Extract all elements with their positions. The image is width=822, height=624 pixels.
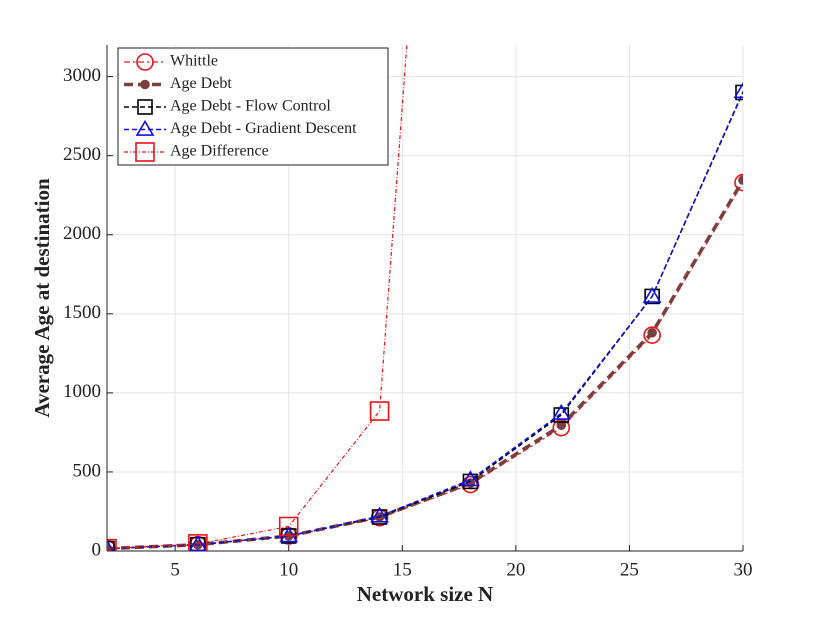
- data-point: [643, 326, 661, 344]
- series-line: [107, 182, 743, 550]
- x-tick-label: 15: [393, 559, 412, 580]
- data-point: [188, 534, 208, 551]
- data-point: [462, 473, 479, 490]
- data-point: [738, 175, 743, 185]
- legend-marker: [140, 79, 150, 90]
- legend-label: Age Debt - Flow Control: [170, 98, 331, 115]
- x-axis-label: Network size N: [357, 582, 493, 606]
- y-tick-label: 1500: [63, 302, 101, 323]
- legend-label: Age Difference: [170, 143, 269, 160]
- data-point: [461, 470, 480, 487]
- legend-marker: [135, 142, 155, 162]
- data-point: [370, 506, 389, 523]
- data-point: [735, 84, 743, 101]
- data-point: [733, 82, 743, 99]
- legend-label: Whittle: [170, 53, 218, 70]
- y-tick-label: 2000: [63, 223, 101, 244]
- series-line: [107, 45, 408, 550]
- legend-marker: [135, 119, 155, 136]
- data-point: [278, 516, 299, 537]
- legend-label: Age Debt: [170, 75, 232, 92]
- series-line: [107, 179, 743, 551]
- y-tick-label: 0: [92, 539, 102, 560]
- data-point: [553, 407, 570, 423]
- data-point: [551, 403, 571, 420]
- legend-box: [117, 47, 389, 166]
- series-line: [107, 91, 743, 550]
- legend-label: Age Debt - Gradient Descent: [170, 120, 357, 137]
- y-tick-label: 2500: [63, 144, 101, 165]
- legend-marker: [136, 53, 154, 71]
- legend-marker: [137, 99, 153, 115]
- data-point: [642, 286, 662, 303]
- x-tick-label: 10: [279, 559, 298, 580]
- data-point: [107, 539, 115, 551]
- y-tick-label: 3000: [63, 65, 101, 86]
- y-axis-label: Average Age at destination: [30, 178, 54, 418]
- data-point: [188, 535, 208, 551]
- data-point: [734, 173, 743, 192]
- x-tick-label: 5: [170, 559, 180, 580]
- y-tick-label: 1000: [63, 381, 101, 402]
- x-tick-label: 25: [620, 559, 639, 580]
- data-point: [369, 401, 390, 421]
- x-tick-label: 20: [506, 559, 525, 580]
- data-point: [107, 538, 117, 551]
- y-tick-label: 500: [73, 460, 102, 481]
- x-tick-label: 30: [734, 559, 753, 580]
- plot-area: [107, 45, 743, 551]
- data-point: [647, 327, 657, 338]
